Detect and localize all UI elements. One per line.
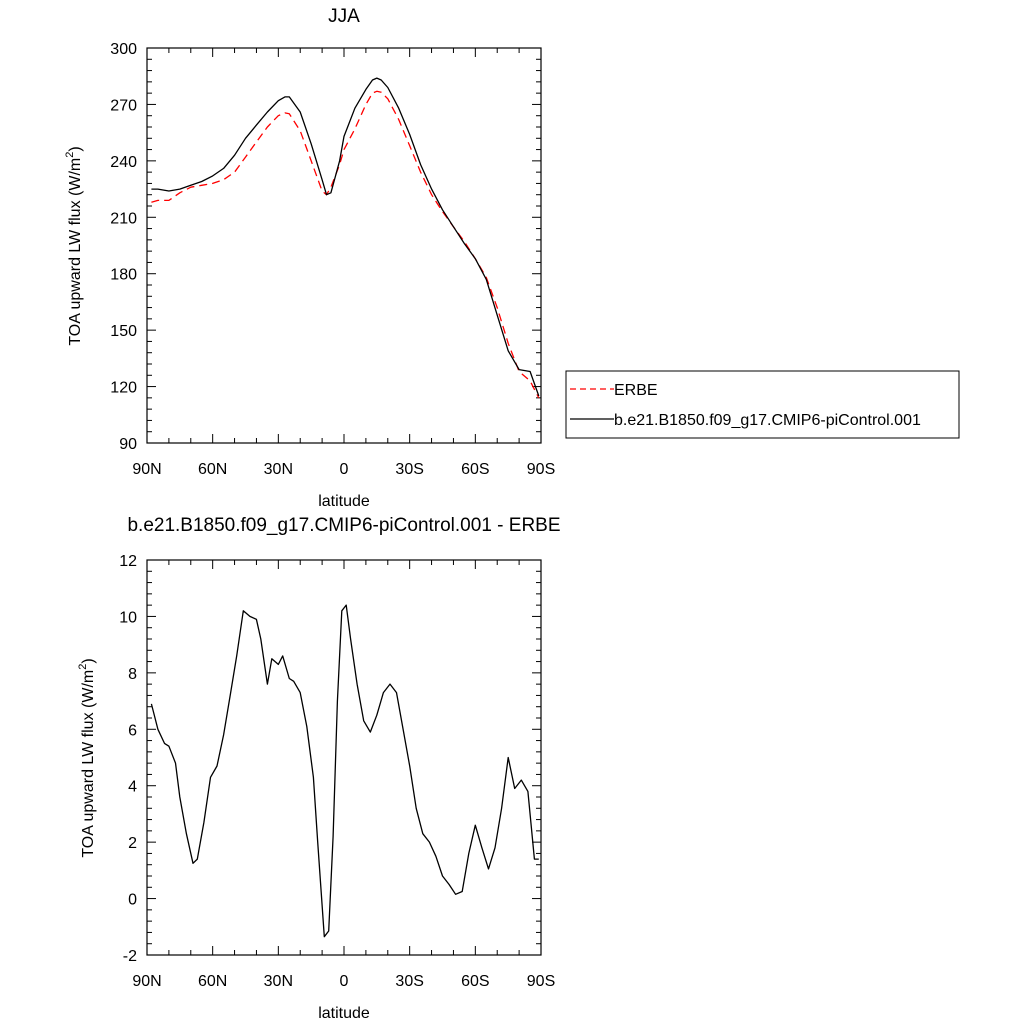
y-tick-label: 240 xyxy=(110,154,137,171)
series-line-erbe xyxy=(151,90,540,399)
top-chart-title: JJA xyxy=(328,6,360,27)
y-tick-label: 300 xyxy=(110,41,137,58)
x-tick-label: 0 xyxy=(340,973,349,990)
x-tick-label: 90S xyxy=(527,461,555,478)
x-tick-label: 90N xyxy=(132,461,161,478)
legend-label-erbe: ERBE xyxy=(614,382,658,399)
series-line-model xyxy=(151,77,540,397)
legend-label-model: b.e21.B1850.f09_g17.CMIP6-piControl.001 xyxy=(614,412,921,429)
x-tick-label: 90N xyxy=(132,973,161,990)
x-tick-label: 60N xyxy=(198,973,227,990)
x-tick-label: 30S xyxy=(395,973,423,990)
x-tick-label: 60S xyxy=(461,461,489,478)
x-tick-label: 30S xyxy=(395,461,423,478)
x-tick-label: 30N xyxy=(264,973,293,990)
bottom-panel: b.e21.B1850.f09_g17.CMIP6-piControl.001 … xyxy=(77,515,561,1022)
y-tick-label: 270 xyxy=(110,97,137,114)
y-tick-label: 2 xyxy=(128,835,137,852)
y-tick-label: 6 xyxy=(128,722,137,739)
y-tick-label: 90 xyxy=(119,436,137,453)
bottom-plot-frame xyxy=(146,559,542,956)
legend: ERBE b.e21.B1850.f09_g17.CMIP6-piControl… xyxy=(565,370,960,439)
legend-box xyxy=(565,370,960,439)
x-tick-label: 90S xyxy=(527,973,555,990)
y-tick-label: -2 xyxy=(123,948,137,965)
x-tick-label: 30N xyxy=(264,461,293,478)
y-tick-label: 8 xyxy=(128,666,137,683)
x-tick-label: 0 xyxy=(340,461,349,478)
top-y-axis-label: TOA upward LW flux (W/m2) xyxy=(64,146,84,345)
top-x-axis-label: latitude xyxy=(318,493,370,510)
top-plot-frame xyxy=(146,47,542,444)
y-tick-label: 180 xyxy=(110,267,137,284)
series-line-difference xyxy=(150,604,539,938)
y-tick-label: 120 xyxy=(110,380,137,397)
y-tick-label: 4 xyxy=(128,779,137,796)
x-tick-label: 60N xyxy=(198,461,227,478)
top-panel: JJA 90 120 150 180 210 240 270 300 90N 60N 30N 0 30… xyxy=(64,6,960,510)
bottom-x-axis-label: latitude xyxy=(318,1005,370,1022)
y-tick-label: 10 xyxy=(119,609,137,626)
y-tick-label: 150 xyxy=(110,323,137,340)
y-tick-label: 12 xyxy=(119,553,137,570)
bottom-chart-title: b.e21.B1850.f09_g17.CMIP6-piControl.001 … xyxy=(127,515,560,536)
x-tick-label: 60S xyxy=(461,973,489,990)
y-tick-label: 0 xyxy=(128,892,137,909)
y-tick-label: 210 xyxy=(110,210,137,227)
bottom-y-axis-label: TOA upward LW flux (W/m2) xyxy=(77,658,97,857)
